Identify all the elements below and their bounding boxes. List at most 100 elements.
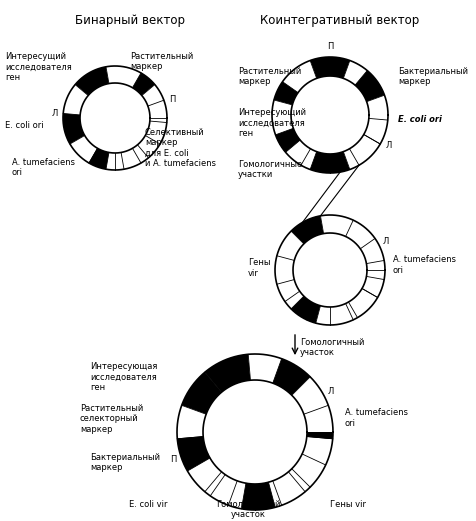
Polygon shape bbox=[63, 114, 85, 144]
Text: Бинарный вектор: Бинарный вектор bbox=[75, 14, 185, 27]
Polygon shape bbox=[291, 377, 327, 414]
Polygon shape bbox=[89, 148, 109, 169]
Text: П: П bbox=[169, 95, 175, 104]
Polygon shape bbox=[290, 216, 323, 244]
Polygon shape bbox=[306, 432, 332, 439]
Polygon shape bbox=[132, 135, 159, 163]
Text: Бактериальный
маркер: Бактериальный маркер bbox=[90, 453, 159, 473]
Polygon shape bbox=[300, 149, 329, 173]
Text: Л: Л bbox=[327, 387, 333, 396]
Polygon shape bbox=[68, 133, 97, 163]
Polygon shape bbox=[106, 66, 141, 88]
Polygon shape bbox=[291, 437, 332, 487]
Polygon shape bbox=[148, 100, 167, 122]
Polygon shape bbox=[63, 84, 88, 115]
Polygon shape bbox=[309, 57, 349, 78]
Polygon shape bbox=[204, 354, 250, 392]
Text: Гомологичный
участок: Гомологичный участок bbox=[299, 338, 364, 357]
Polygon shape bbox=[271, 100, 293, 135]
Polygon shape bbox=[177, 354, 332, 510]
Text: П: П bbox=[326, 42, 333, 51]
Polygon shape bbox=[177, 437, 209, 471]
Polygon shape bbox=[106, 153, 124, 170]
Text: A. tumefaciens
ori: A. tumefaciens ori bbox=[344, 408, 407, 428]
Polygon shape bbox=[279, 134, 310, 165]
Polygon shape bbox=[276, 280, 303, 309]
Polygon shape bbox=[284, 291, 314, 320]
Polygon shape bbox=[288, 454, 325, 492]
Polygon shape bbox=[137, 118, 167, 158]
Polygon shape bbox=[271, 57, 387, 173]
Text: Бактериальный
маркер: Бактериальный маркер bbox=[397, 67, 467, 86]
Text: Коинтегративный вектор: Коинтегративный вектор bbox=[259, 14, 418, 27]
Text: E. coli ori: E. coli ori bbox=[5, 120, 43, 130]
Polygon shape bbox=[354, 70, 384, 102]
Polygon shape bbox=[63, 66, 167, 170]
Polygon shape bbox=[121, 145, 148, 169]
Text: Интересущий
исследователя
ген: Интересущий исследователя ген bbox=[5, 52, 71, 82]
Polygon shape bbox=[345, 289, 377, 320]
Polygon shape bbox=[275, 256, 294, 284]
Text: E. coli vir: E. coli vir bbox=[129, 500, 167, 509]
Polygon shape bbox=[345, 220, 374, 249]
Text: Гены
vir: Гены vir bbox=[248, 258, 270, 278]
Polygon shape bbox=[273, 82, 298, 105]
Polygon shape bbox=[309, 152, 349, 173]
Polygon shape bbox=[141, 84, 164, 106]
Polygon shape bbox=[282, 60, 316, 93]
Polygon shape bbox=[184, 454, 221, 492]
Polygon shape bbox=[301, 437, 332, 465]
Polygon shape bbox=[275, 215, 384, 325]
Polygon shape bbox=[363, 118, 387, 144]
Text: A. tumefaciens
ori: A. tumefaciens ori bbox=[392, 255, 455, 275]
Polygon shape bbox=[303, 405, 332, 439]
Polygon shape bbox=[343, 134, 379, 169]
Text: Л: Л bbox=[381, 237, 388, 245]
Polygon shape bbox=[320, 215, 353, 237]
Text: Гомологичные
участки: Гомологичные участки bbox=[238, 160, 302, 179]
Polygon shape bbox=[290, 296, 320, 323]
Polygon shape bbox=[145, 121, 167, 144]
Polygon shape bbox=[132, 73, 155, 95]
Polygon shape bbox=[306, 304, 329, 325]
Polygon shape bbox=[349, 134, 379, 165]
Polygon shape bbox=[359, 239, 383, 264]
Polygon shape bbox=[177, 437, 208, 465]
Polygon shape bbox=[343, 60, 367, 85]
Polygon shape bbox=[204, 472, 237, 505]
Text: Растительный
маркер: Растительный маркер bbox=[130, 52, 193, 71]
Text: Интересующий
исследователя
ген: Интересующий исследователя ген bbox=[238, 108, 306, 138]
Polygon shape bbox=[329, 302, 357, 325]
Text: Селективный
маркер
для E. coli
и A. tumefaciens: Селективный маркер для E. coli и A. tume… bbox=[145, 128, 216, 168]
Text: A. tumefaciens
ori: A. tumefaciens ori bbox=[12, 158, 75, 177]
Polygon shape bbox=[70, 135, 97, 163]
Polygon shape bbox=[177, 405, 206, 439]
Text: Гомологичный
участок: Гомологичный участок bbox=[215, 500, 279, 519]
Polygon shape bbox=[272, 472, 305, 505]
Polygon shape bbox=[285, 140, 316, 169]
Polygon shape bbox=[241, 482, 275, 510]
Text: Л: Л bbox=[52, 109, 58, 118]
Polygon shape bbox=[75, 67, 109, 95]
Text: Л: Л bbox=[385, 141, 391, 150]
Polygon shape bbox=[348, 289, 377, 318]
Polygon shape bbox=[248, 354, 281, 383]
Polygon shape bbox=[115, 148, 141, 170]
Polygon shape bbox=[361, 277, 383, 297]
Polygon shape bbox=[228, 481, 255, 510]
Polygon shape bbox=[275, 128, 299, 152]
Polygon shape bbox=[361, 270, 384, 297]
Text: Гены vir: Гены vir bbox=[329, 500, 365, 509]
Polygon shape bbox=[315, 304, 353, 325]
Polygon shape bbox=[329, 149, 358, 173]
Text: Интересующая
исследователя
ген: Интересующая исследователя ген bbox=[90, 362, 157, 392]
Text: E. coli ori: E. coli ori bbox=[397, 116, 441, 125]
Text: Растительный
маркер: Растительный маркер bbox=[238, 67, 301, 86]
Polygon shape bbox=[187, 458, 225, 496]
Polygon shape bbox=[210, 475, 246, 509]
Text: Растительный
селекторный
маркер: Растительный селекторный маркер bbox=[80, 404, 143, 434]
Polygon shape bbox=[89, 148, 115, 170]
Polygon shape bbox=[276, 231, 303, 260]
Text: П: П bbox=[170, 455, 177, 464]
Polygon shape bbox=[255, 481, 281, 510]
